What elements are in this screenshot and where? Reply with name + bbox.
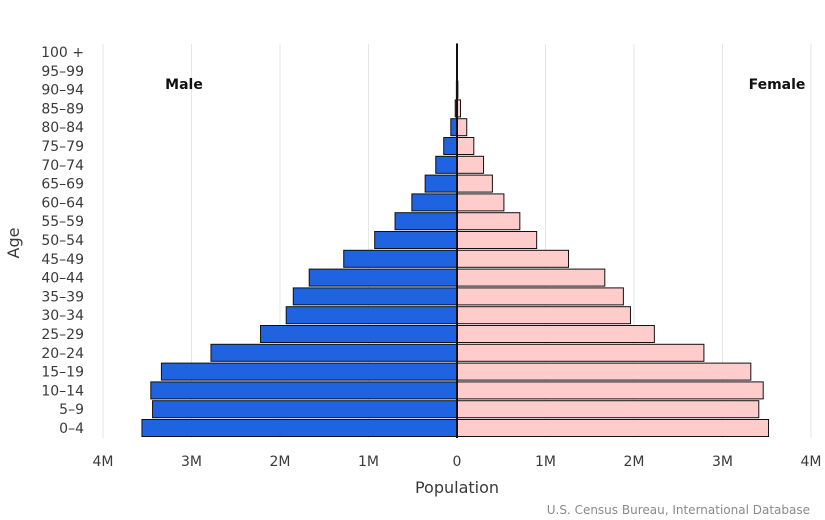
y-tick-label: 85–89 [41,101,84,117]
y-tick-label: 40–44 [41,271,84,287]
bar-female-15-19 [456,362,752,381]
x-tick-label: 2M [624,454,645,470]
legend-male-label: Male [165,77,203,93]
bar-male-20-24 [210,343,458,362]
x-tick-label: 0 [453,454,462,470]
bar-male-5-9 [152,400,458,419]
bar-female-30-34 [456,306,631,325]
y-tick-label: 100 + [41,45,84,61]
legend-female-label: Female [749,77,806,93]
bar-female-10-14 [456,381,764,400]
y-tick-label: 90–94 [41,83,84,99]
bar-female-35-39 [456,287,624,306]
bar-female-70-74 [456,155,485,174]
bar-male-25-29 [260,325,458,343]
bar-male-55-59 [394,212,458,231]
bar-female-75-79 [456,137,475,155]
y-tick-label: 95–99 [41,64,84,80]
y-tick-label: 45–49 [41,252,84,268]
bar-male-65-69 [424,174,458,193]
bar-female-20-24 [456,343,705,362]
x-tick-label: 3M [712,454,733,470]
x-tick-label: 4M [93,454,114,470]
y-tick-label: 75–79 [41,139,84,155]
x-tick-label: 1M [535,454,556,470]
bar-female-40-44 [456,268,606,287]
bar-female-60-64 [456,193,505,212]
bars [141,43,770,437]
x-tick-label: 4M [801,454,822,470]
bar-male-35-39 [292,287,458,306]
gridlines [102,44,812,438]
y-tick-label: 30–34 [41,308,84,324]
bar-male-15-19 [160,362,458,381]
x-tick-label: 3M [181,454,202,470]
bar-male-70-74 [435,155,458,174]
y-tick-label: 0–4 [59,421,84,437]
bar-female-25-29 [456,325,655,343]
y-tick-label: 80–84 [41,120,84,136]
bar-female-50-54 [456,231,538,249]
bar-male-0-4 [141,419,458,437]
x-tick-labels: 4M 3M 2M 1M 0 1M 2M 3M 4M [93,454,822,470]
bar-male-10-14 [150,381,458,400]
y-tick-label: 10–14 [41,383,84,399]
bar-male-30-34 [285,306,458,325]
y-tick-label: 60–64 [41,195,84,211]
y-tick-label: 55–59 [41,214,84,230]
bar-female-55-59 [456,212,521,231]
bar-male-45-49 [343,249,458,268]
bar-female-65-69 [456,174,493,193]
bar-male-75-79 [443,137,458,155]
y-tick-labels: 0–4 5–9 10–14 15–19 20–24 25–29 30–34 35–39 40–4… [41,45,84,437]
y-tick-label: 25–29 [41,327,84,343]
y-tick-label: 5–9 [59,402,84,418]
source-credit: U.S. Census Bureau, International Databa… [547,503,810,517]
y-tick-label: 50–54 [41,233,84,249]
y-tick-label: 20–24 [41,346,84,362]
bar-female-80-84 [456,118,468,137]
bar-male-50-54 [374,231,458,249]
y-axis-title: Age [4,228,23,259]
y-tick-label: 65–69 [41,177,84,193]
bar-female-5-9 [456,400,760,419]
x-tick-label: 1M [358,454,379,470]
y-tick-label: 35–39 [41,289,84,305]
bar-female-45-49 [456,249,570,268]
x-axis-title: Population [415,478,499,497]
y-tick-label: 70–74 [41,158,84,174]
bar-female-0-4 [456,419,770,437]
bar-male-40-44 [308,268,458,287]
y-tick-label: 15–19 [41,365,84,381]
x-tick-label: 2M [270,454,291,470]
bar-male-60-64 [411,193,458,212]
